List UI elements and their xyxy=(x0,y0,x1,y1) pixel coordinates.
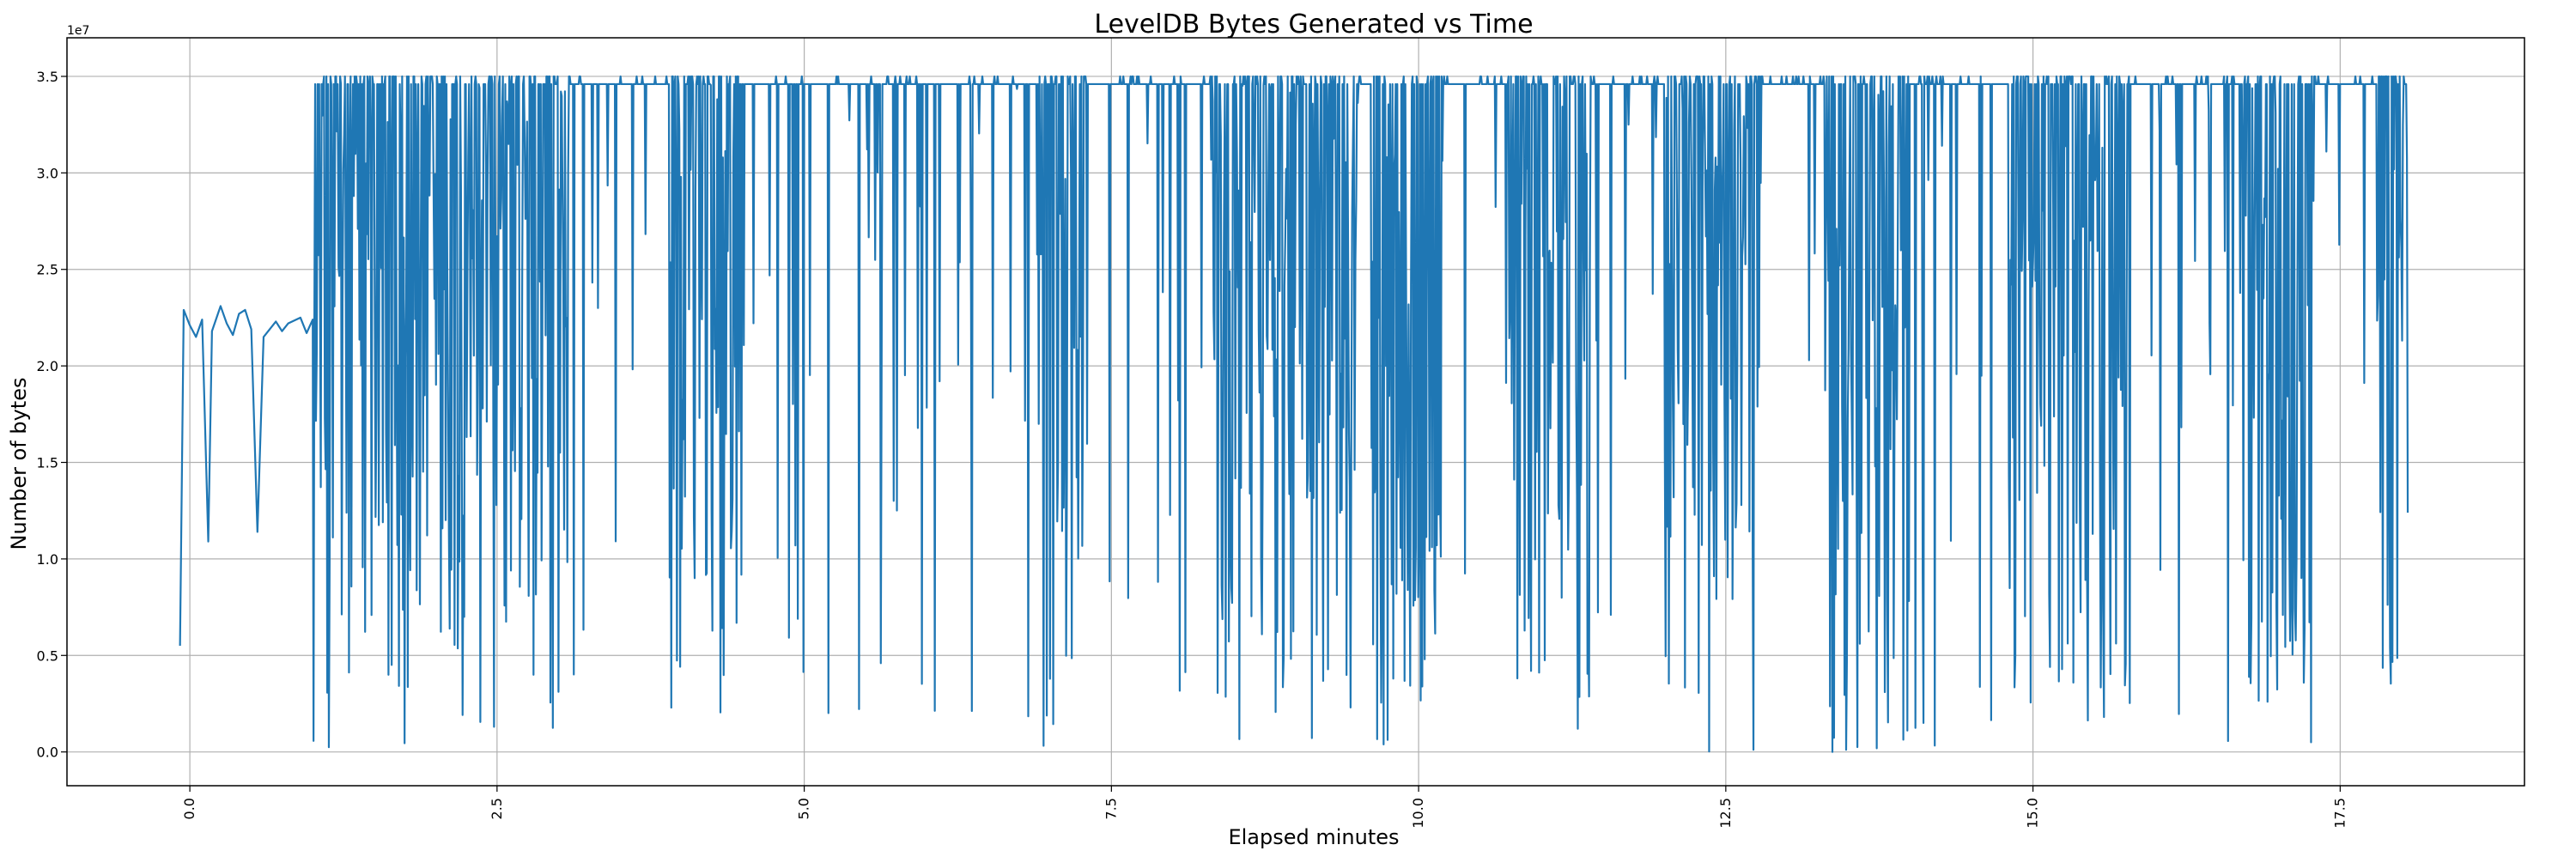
axes-frame xyxy=(66,37,2525,787)
x-tick-label: 0.0 xyxy=(181,798,197,819)
y-axis-ticks: 0.0 0.5 1.0 1.5 2.0 2.5 3.0 3.5 xyxy=(37,69,67,761)
y-axis-scale-label: 1e7 xyxy=(67,24,89,38)
x-axis-label: Elapsed minutes xyxy=(1228,825,1399,849)
y-tick-label: 0.0 xyxy=(37,744,58,761)
plot-area xyxy=(179,75,2409,753)
x-axis-ticks: 0.0 2.5 5.0 7.5 10.0 12.5 15.0 17.5 xyxy=(181,786,2348,829)
x-tick-label: 17.5 xyxy=(2331,798,2348,829)
chart-title: LevelDB Bytes Generated vs Time xyxy=(1094,9,1533,40)
x-tick-label: 15.0 xyxy=(2025,798,2041,829)
x-tick-label: 2.5 xyxy=(489,798,505,819)
y-tick-label: 2.0 xyxy=(37,358,58,374)
y-tick-label: 0.5 xyxy=(37,647,58,664)
x-tick-label: 7.5 xyxy=(1103,798,1119,819)
y-tick-label: 2.5 xyxy=(37,262,58,278)
y-tick-label: 3.0 xyxy=(37,165,58,181)
y-axis-label: Number of bytes xyxy=(7,378,31,550)
series-line xyxy=(179,75,2409,753)
x-tick-label: 5.0 xyxy=(796,798,812,819)
y-tick-label: 3.5 xyxy=(37,69,58,85)
y-tick-label: 1.0 xyxy=(37,551,58,568)
y-tick-label: 1.5 xyxy=(37,455,58,471)
x-tick-label: 12.5 xyxy=(1717,798,1734,829)
x-tick-label: 10.0 xyxy=(1410,798,1426,829)
